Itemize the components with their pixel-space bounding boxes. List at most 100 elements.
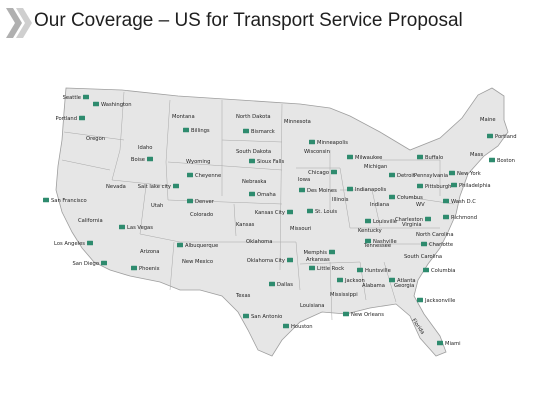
state-label: Virginia — [402, 222, 422, 228]
state-label: Louisiana — [300, 303, 325, 309]
location-pin-icon — [287, 209, 293, 215]
location-pin-icon — [449, 170, 455, 176]
city-marker: Jacksonville — [417, 297, 455, 304]
state-label: Nevada — [106, 184, 126, 190]
location-pin-icon — [365, 238, 371, 244]
city-label: Louisville — [373, 219, 397, 225]
city-label: Atlanta — [397, 278, 416, 284]
state-label: Michigan — [364, 164, 387, 170]
location-pin-icon — [187, 172, 193, 178]
location-pin-icon — [101, 260, 107, 266]
location-pin-icon — [83, 94, 89, 100]
state-label: Georgia — [394, 283, 414, 289]
location-pin-icon — [443, 198, 449, 204]
city-label: Philadelphia — [459, 183, 491, 189]
location-pin-icon — [423, 267, 429, 273]
city-marker: Columbus — [389, 194, 423, 201]
city-label: San Francisco — [51, 198, 87, 204]
city-label: Chicago — [308, 170, 329, 176]
location-pin-icon — [357, 267, 363, 273]
page-title: Our Coverage – US for Transport Service … — [34, 10, 463, 31]
city-label: Albuquerque — [185, 243, 218, 249]
location-pin-icon — [389, 172, 395, 178]
city-label: Cheyenne — [195, 173, 221, 179]
city-label: Washington — [101, 102, 131, 108]
city-marker: Portland — [56, 115, 85, 122]
state-label: California — [78, 218, 103, 224]
city-marker: Billings — [183, 127, 210, 134]
city-marker: Salt lake city — [138, 183, 179, 190]
location-pin-icon — [43, 197, 49, 203]
state-labels: Montana North Dakota Minnesota Maine Oregon I… — [78, 114, 496, 336]
state-label: North Carolina — [416, 232, 454, 238]
location-pin-icon — [119, 224, 125, 230]
state-label: New Mexico — [182, 259, 213, 265]
state-label: North Dakota — [236, 114, 271, 120]
chevron-icon — [6, 8, 32, 38]
city-label: Nashville — [373, 239, 397, 245]
city-label: Detroit — [397, 173, 415, 179]
city-label: Memphis — [304, 250, 328, 256]
city-marker: Charlotte — [421, 241, 453, 248]
state-label: Pennsylvania — [414, 173, 448, 179]
city-label: Huntsville — [365, 268, 391, 274]
location-pin-icon — [365, 218, 371, 224]
city-marker: Oklahoma City — [247, 257, 293, 264]
location-pin-icon — [489, 157, 495, 163]
city-marker: Philadelphia — [451, 182, 491, 189]
city-label: Charleston — [395, 217, 423, 223]
city-marker: Wash D.C — [443, 198, 476, 205]
location-pin-icon — [487, 133, 493, 139]
state-label: Mississippi — [330, 292, 358, 298]
city-marker: Omaha — [249, 191, 276, 198]
city-label: Phoenix — [139, 266, 160, 272]
state-label: Minnesota — [284, 119, 311, 125]
city-marker: Charleston — [395, 216, 431, 223]
city-marker: Albuquerque — [177, 242, 218, 249]
location-pin-icon — [173, 183, 179, 189]
city-marker: Chicago — [308, 169, 337, 176]
state-label: South Carolina — [404, 254, 442, 260]
city-label: Denver — [195, 199, 215, 205]
city-label: Salt lake city — [138, 184, 171, 190]
city-marker: Jackson — [337, 277, 365, 284]
city-label: Jackson — [344, 278, 365, 284]
city-label: Pittsburgh — [425, 184, 451, 190]
location-pin-icon — [307, 208, 313, 214]
state-label: Oregon — [86, 136, 105, 142]
city-label: New York — [457, 171, 481, 177]
city-label: Des Moines — [307, 188, 337, 194]
city-label: Bismarck — [251, 129, 275, 135]
city-marker: Buffalo — [417, 154, 443, 161]
city-marker: Huntsville — [357, 267, 391, 274]
state-label: Missouri — [290, 226, 311, 232]
city-marker: Atlanta — [389, 277, 416, 284]
state-borders — [61, 91, 455, 321]
city-label: Sioux Falls — [257, 159, 284, 165]
city-marker: Boise — [131, 156, 153, 163]
state-label: Montana — [172, 114, 195, 120]
location-pin-icon — [337, 277, 343, 283]
city-label: Billings — [191, 128, 210, 134]
location-pin-icon — [79, 115, 85, 121]
city-marker: Phoenix — [131, 265, 160, 272]
location-pin-icon — [451, 182, 457, 188]
location-pin-icon — [299, 187, 305, 193]
city-label: Portland — [56, 116, 77, 122]
location-pin-icon — [243, 313, 249, 319]
city-label: Seattle — [63, 95, 81, 101]
state-label: Iowa — [298, 177, 310, 183]
location-pin-icon — [443, 214, 449, 220]
state-label: Utah — [151, 203, 163, 209]
location-pin-icon — [329, 249, 335, 255]
location-pin-icon — [425, 216, 431, 222]
city-label: Indianapolis — [355, 187, 387, 193]
city-marker: Dallas — [269, 281, 293, 288]
location-pin-icon — [287, 257, 293, 263]
city-marker: San Francisco — [43, 197, 87, 204]
city-label: Boston — [497, 158, 515, 164]
city-markers: Seattle Washington Portland Billings Bismarc… — [43, 94, 516, 347]
location-pin-icon — [331, 169, 337, 175]
city-marker: Sioux Falls — [249, 158, 284, 165]
